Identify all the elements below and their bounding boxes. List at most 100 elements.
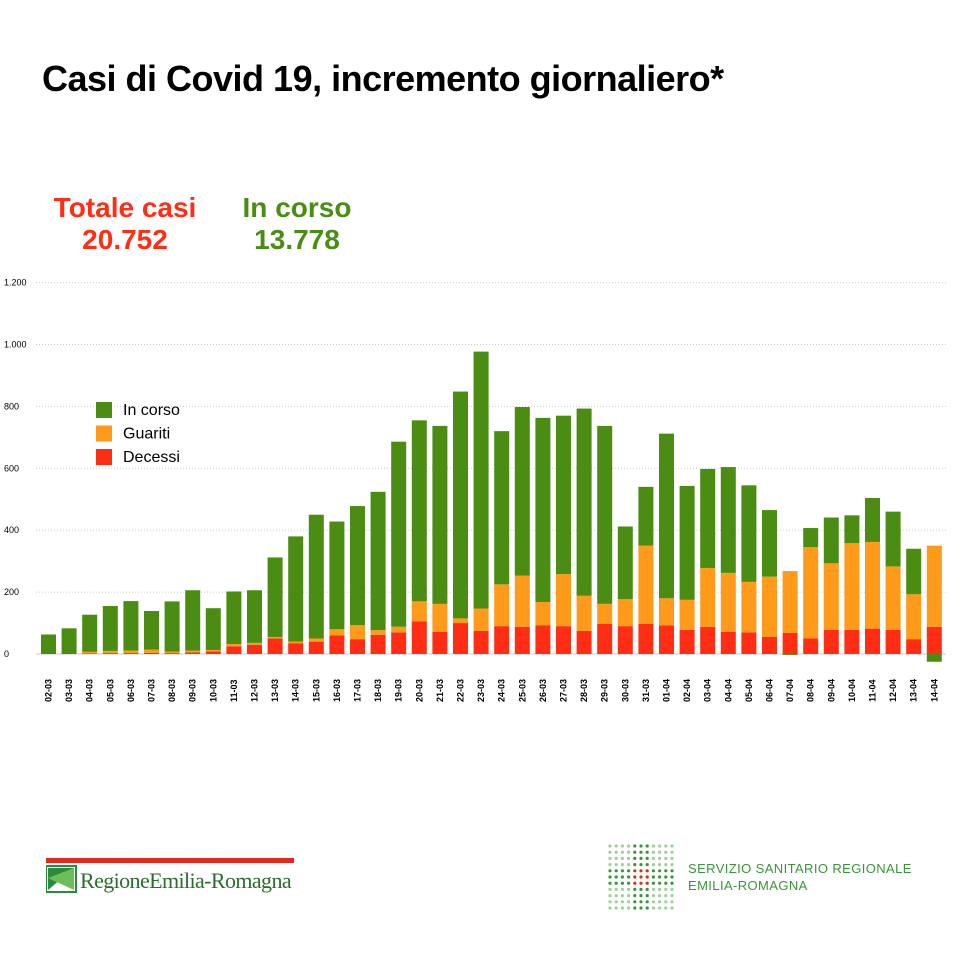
legend-swatch [96,449,112,465]
legend-label: Guariti [123,426,170,443]
bar-decessi [288,643,304,654]
x-tick-label: 23-03 [476,679,486,702]
ssr-dot [664,856,668,860]
bar-decessi [576,630,592,654]
ssr-dot [670,875,674,879]
x-tick-label: 13-04 [909,679,919,702]
bar-in-corso [679,485,695,600]
bar-guariti [844,543,860,630]
ssr-dot [651,887,655,891]
ssr-dot [620,875,624,879]
ssr-dot [608,894,612,898]
bar-guariti [473,608,489,631]
bar-decessi [205,651,221,654]
bar-guariti [329,629,345,636]
x-tick-label: 08-04 [806,679,816,702]
bar-decessi [164,653,180,654]
ssr-dot [639,887,643,891]
bar-guariti [453,618,468,624]
ssr-dot [639,844,643,848]
ssr-logo: SERVIZIO SANITARIO REGIONALE EMILIA-ROMA… [606,842,936,912]
bar-guariti [762,576,777,637]
bar-in-corso [226,591,242,645]
bar-decessi [700,626,716,654]
ssr-dot [608,850,612,854]
bar-in-corso [61,628,77,654]
bar-decessi [926,626,942,654]
bar-decessi [638,623,654,654]
bar-guariti [370,630,386,635]
x-tick-label: 05-04 [744,679,754,702]
x-tick-label: 16-03 [332,679,342,702]
x-tick-label: 17-03 [353,679,363,702]
x-tick-label: 21-03 [435,679,445,702]
ssr-dot [627,887,631,891]
bar-in-corso [144,610,159,650]
bar-decessi [308,641,324,654]
bar-decessi [144,652,159,654]
bar-in-corso [659,433,674,599]
bar-in-corso [617,526,633,600]
x-tick-label: 06-03 [126,679,136,702]
ssr-dot [608,906,612,910]
bar-in-corso [432,425,448,604]
in-corso-stat: In corso 13.778 [230,192,364,256]
ssr-dot [639,900,643,904]
ssr-dot [658,869,662,873]
ssr-dot [645,887,649,891]
bar-decessi [102,653,118,654]
x-tick-label: 05-03 [105,679,115,702]
ssr-dot [633,887,637,891]
x-tick-label: 12-04 [888,679,898,702]
bar-in-corso [494,431,510,585]
bar-in-corso [102,606,118,651]
bar-in-corso [762,510,777,577]
ssr-dot [645,863,649,867]
ssr-dot [651,863,655,867]
bar-in-corso [844,515,860,544]
ssr-dot [620,900,624,904]
ssr-dot [651,856,655,860]
ssr-dot [620,863,624,867]
ssr-dots-mark [608,844,674,910]
bar-guariti [535,602,551,626]
ssr-dot [633,881,637,885]
ssr-dot [627,844,631,848]
ssr-dot [633,863,637,867]
bar-in-corso [782,654,798,655]
x-tick-label: 29-03 [600,679,610,702]
x-tick-label: 22-03 [456,679,466,702]
bar-in-corso [597,425,613,604]
ssr-dot [627,869,631,873]
x-tick-label: 27-03 [559,679,569,702]
ssr-line2: EMILIA-ROMAGNA [688,878,808,893]
bar-guariti [411,601,427,622]
bar-guariti [556,574,571,627]
ssr-dot [608,900,612,904]
bar-decessi [514,626,530,654]
bar-decessi [597,623,613,654]
ssr-dot [614,844,618,848]
bar-in-corso [123,601,139,651]
bar-guariti [803,547,819,639]
bar-decessi [391,632,407,654]
ssr-dot [620,844,624,848]
ssr-dot [670,863,674,867]
page-title: Casi di Covid 19, incremento giornaliero… [42,58,724,99]
bar-decessi [185,652,201,654]
bar-decessi [762,636,777,654]
ssr-dot [633,906,637,910]
bar-decessi [267,638,283,654]
ssr-dot [639,894,643,898]
bar-decessi [782,632,798,654]
bar-in-corso [926,654,942,662]
bar-decessi [720,631,736,654]
x-tick-label: 07-03 [147,679,157,702]
bar-guariti [885,566,901,630]
bar-guariti [597,603,613,624]
ssr-dot [670,881,674,885]
y-tick-label: 600 [4,463,19,473]
x-tick-label: 12-03 [250,679,260,702]
bar-decessi [329,635,345,654]
bar-guariti [514,575,530,627]
